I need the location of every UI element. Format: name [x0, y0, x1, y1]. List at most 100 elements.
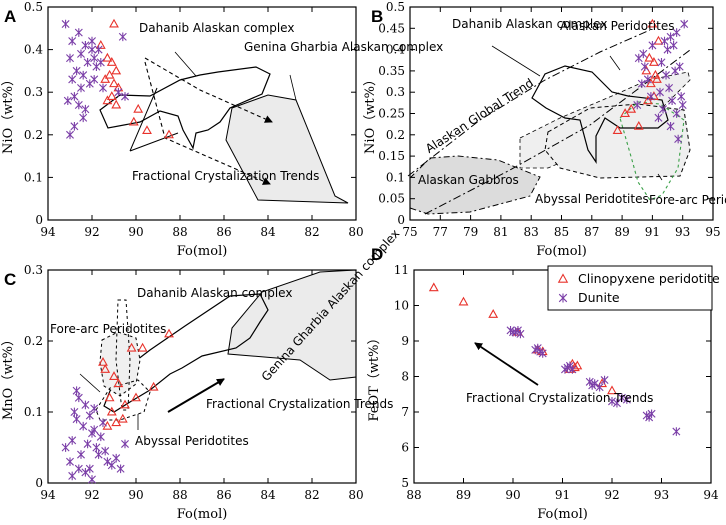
panel-c-forearc-field — [99, 331, 141, 397]
dunite-point — [655, 87, 664, 97]
dunite-point — [513, 326, 522, 335]
dunite-point — [74, 28, 83, 37]
dunite-point — [81, 400, 90, 410]
dunite-point — [63, 96, 72, 106]
x-axis-label: Fo(mol) — [177, 244, 228, 259]
dunite-point — [77, 49, 85, 59]
x-tick-label: 82 — [304, 488, 319, 502]
y-tick-label: 0.2 — [24, 128, 43, 142]
dunite-point — [643, 75, 652, 84]
dunite-point — [88, 45, 96, 54]
dunite-point — [72, 66, 81, 76]
clinopyxene-point — [142, 125, 152, 135]
dunite-point — [595, 382, 604, 392]
clinopyxene-point — [109, 18, 119, 28]
x-tick-label: 93 — [654, 488, 669, 502]
dunite-point — [671, 66, 680, 76]
clinopyxene-point — [111, 99, 122, 109]
dunite-point — [633, 100, 642, 110]
clinopyxene-point — [106, 57, 117, 66]
y-tick-label: 0 — [35, 213, 43, 227]
legend-asterisk-marker — [558, 293, 568, 303]
clinopyxene-point — [647, 18, 658, 28]
clinopyxene-point — [652, 74, 662, 83]
dunite-point — [74, 464, 83, 474]
dunite-point — [81, 468, 90, 477]
y-tick-label: 0.4 — [24, 43, 43, 57]
x-tick-label: 91 — [645, 225, 660, 239]
y-tick-label: 11 — [394, 263, 409, 277]
x-tick-label: 92 — [604, 488, 619, 502]
panel-b-plot: 75 77 79 81 83 85 87 89 91 93 95 0 0.05 0.1 0.15 0.2 0.2… — [363, 0, 721, 259]
clinopyxene-point — [100, 74, 111, 83]
panel-d-legend-marker-dunite — [558, 293, 568, 303]
y-tick-label: 0.1 — [24, 405, 43, 419]
panel-b-dahanib-field — [531, 65, 669, 164]
panel-d: D 88 89 90 91 92 93 94567891011Fo(mol)FeOT（wt%… — [367, 245, 720, 522]
panel-a-anno-dahanib: Dahanib Alaskan complex — [139, 21, 294, 35]
dunite-point — [637, 79, 646, 88]
panel-b: B 75 77 79 81 83 85 87 89 91 93 95 0 0.05 0.1 0.15 0.2 0… — [363, 0, 726, 259]
y-tick-label: 0.35 — [378, 64, 405, 78]
clinopyxene-point — [100, 364, 111, 373]
clinopyxene-point — [113, 378, 124, 388]
dunite-point — [538, 349, 547, 358]
y-tick-label: 0.3 — [386, 85, 405, 99]
dunite-point — [560, 365, 569, 374]
panel-d-legend-box — [547, 265, 713, 311]
dunite-point — [112, 453, 121, 463]
dunite-point — [88, 475, 96, 484]
x-tick-label: 95 — [705, 225, 720, 239]
y-tick-label: 0.05 — [378, 192, 405, 206]
panel-b-alaskan-gabbros-field — [409, 155, 541, 215]
panel-a-leader-lines — [174, 51, 297, 101]
x-tick-label: 92 — [84, 225, 99, 239]
legend-triangle-marker — [557, 273, 569, 283]
x-tick-label: 94 — [40, 225, 56, 239]
clinopyxene-point — [626, 103, 637, 113]
y-axis-label: FeOT（wt%） — [367, 331, 382, 421]
dunite-point — [654, 113, 663, 123]
panel-d-legend-marker-clinopyxene — [557, 273, 569, 283]
x-axis-label: Fo(mol) — [537, 507, 588, 522]
x-tick-label: 92 — [84, 488, 99, 502]
dunite-point — [669, 41, 678, 50]
clinopyxene-point — [648, 57, 659, 66]
dunite-point — [77, 83, 85, 93]
panel-a: A 94 92 90 88 86 84 82 80 0 0.1 0.2 0.3 0.4 0.5 Fo(mol… — [1, 0, 443, 259]
x-tick-label: 94 — [40, 488, 56, 502]
dunite-point — [99, 83, 107, 93]
y-tick-label: 0.1 — [24, 170, 43, 184]
plot-frame — [47, 269, 357, 484]
dunite-point — [66, 130, 74, 140]
dunite-point — [61, 19, 70, 29]
dunite-point — [678, 100, 687, 110]
panel-d-letter: D — [371, 245, 383, 264]
y-tick-label: 9 — [401, 334, 409, 348]
dunite-point — [94, 45, 103, 54]
dunite-point — [90, 425, 99, 435]
dunite-point — [634, 53, 643, 63]
x-tick-label: 88 — [406, 488, 421, 502]
clinopyxene-point — [104, 69, 115, 79]
panel-c-plot: 94 92 90 88 86 84 82 80 0 0.1 0.2 0.3 Fo(mol) MnO（wt%… — [1, 263, 364, 522]
x-tick-label: 90 — [128, 488, 143, 502]
x-tick-label: 86 — [216, 488, 231, 502]
dunite-point — [640, 62, 649, 71]
dunite-point — [79, 70, 88, 80]
dunite-point — [116, 464, 125, 474]
panel-a-trend-lines — [129, 87, 179, 152]
y-tick-label: 7 — [401, 405, 409, 419]
panel-b-anno-gabbros: Alaskan Gabbros — [418, 173, 519, 187]
y-tick-label: 8 — [401, 370, 409, 384]
x-tick-label: 88 — [172, 225, 187, 239]
panel-a-letter: A — [4, 7, 16, 26]
panel-a-anno-trend: Fractional Crystalization Trends — [132, 169, 319, 183]
dunite-point — [639, 49, 648, 59]
dunite-point — [565, 361, 574, 371]
panel-d-anno-trend: Fractional Crystalization Trends — [466, 391, 653, 405]
panel-b-alaskan-global-trend — [407, 29, 651, 177]
dunite-point — [668, 96, 677, 106]
panel-c-trend-arrow — [167, 378, 225, 413]
x-tick-label: 79 — [463, 225, 478, 239]
